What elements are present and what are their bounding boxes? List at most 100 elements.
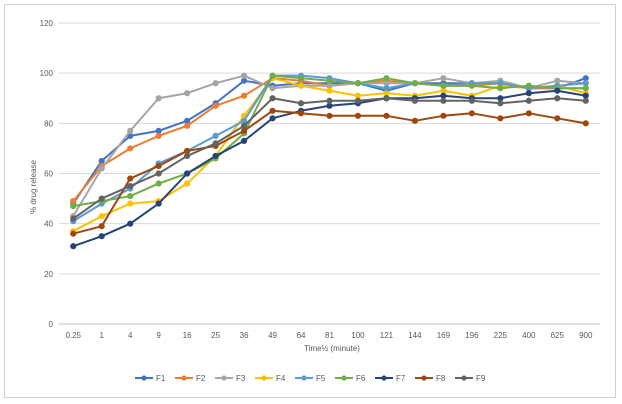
data-point-f8 xyxy=(468,110,475,117)
data-point-f7 xyxy=(127,220,134,227)
legend-item-f9: F9 xyxy=(455,374,486,383)
data-point-f3 xyxy=(269,85,276,92)
data-point-f7 xyxy=(269,115,276,122)
x-tick-label: 81 xyxy=(325,331,334,340)
data-point-f8 xyxy=(497,115,504,122)
data-point-f6 xyxy=(127,192,134,200)
legend-marker-f9 xyxy=(461,375,467,381)
data-point-f6 xyxy=(326,77,333,84)
data-point-f6 xyxy=(383,75,390,82)
data-point-f6 xyxy=(354,80,362,87)
data-point-f4 xyxy=(326,87,333,94)
data-point-f5 xyxy=(497,80,504,87)
data-point-f4 xyxy=(184,180,191,187)
data-point-f9 xyxy=(212,140,219,147)
legend-label-f9: F9 xyxy=(476,374,486,383)
legend-item-f4: F4 xyxy=(255,374,286,383)
x-tick-label: 121 xyxy=(380,331,394,340)
data-point-f9 xyxy=(525,97,532,104)
data-point-f5 xyxy=(582,80,589,87)
y-tick-label: 0 xyxy=(49,320,54,329)
data-point-f7 xyxy=(554,87,561,94)
x-tick-label: 0.25 xyxy=(65,331,81,340)
series-lines xyxy=(70,72,589,250)
data-point-f9 xyxy=(582,97,589,104)
data-point-f8 xyxy=(269,107,276,114)
data-point-f4 xyxy=(354,92,362,99)
data-point-f2 xyxy=(240,92,248,99)
legend-marker-f6 xyxy=(341,375,347,381)
data-point-f3 xyxy=(212,80,219,87)
data-point-f7 xyxy=(497,95,504,102)
x-tick-label: 49 xyxy=(268,331,277,340)
data-point-f6 xyxy=(297,75,305,82)
data-point-f5 xyxy=(212,132,219,139)
legend-label-f5: F5 xyxy=(316,374,326,383)
data-point-f5 xyxy=(383,85,390,92)
data-point-f9 xyxy=(554,95,561,102)
data-point-f8 xyxy=(70,230,77,237)
data-point-f3 xyxy=(155,95,162,102)
x-tick-label: 169 xyxy=(437,331,451,340)
data-point-f8 xyxy=(354,112,362,119)
x-tick-label: 625 xyxy=(551,331,565,340)
data-point-f8 xyxy=(440,112,447,119)
legend-item-f2: F2 xyxy=(175,374,206,383)
data-point-f3 xyxy=(127,127,134,134)
legend-label-f8: F8 xyxy=(436,374,446,383)
x-tick-label: 196 xyxy=(465,331,479,340)
y-tick-label: 80 xyxy=(44,119,53,128)
data-point-f2 xyxy=(155,132,162,139)
y-tick-label: 20 xyxy=(44,270,53,279)
data-point-f6 xyxy=(582,85,589,92)
chart-frame: 0 20 40 60 80 100 120 0.25 1 4 9 16 25 36 49 64 81 100 121… xyxy=(4,4,616,398)
data-point-f2 xyxy=(184,122,191,129)
data-point-f9 xyxy=(269,95,276,102)
data-point-f6 xyxy=(468,82,475,89)
data-point-f8 xyxy=(240,127,248,134)
data-point-f3 xyxy=(440,75,447,82)
x-tick-label: 16 xyxy=(183,331,192,340)
data-point-f6 xyxy=(497,85,504,92)
x-tick-label: 144 xyxy=(408,331,422,340)
data-point-f9 xyxy=(497,100,504,107)
data-point-f7 xyxy=(155,200,162,207)
y-tick-label: 60 xyxy=(44,170,53,179)
y-tick-label: 100 xyxy=(40,69,54,78)
data-point-f1 xyxy=(582,75,589,82)
data-point-f1 xyxy=(240,77,248,84)
x-axis-label: Time½ (minute) xyxy=(304,344,360,353)
legend-label-f6: F6 xyxy=(356,374,366,383)
x-tick-label: 36 xyxy=(240,331,249,340)
data-point-f3 xyxy=(326,82,333,89)
data-point-f6 xyxy=(70,203,77,210)
data-point-f4 xyxy=(297,82,305,89)
data-point-f8 xyxy=(525,110,532,117)
data-point-f7 xyxy=(212,152,219,160)
legend-label-f3: F3 xyxy=(236,374,246,383)
data-point-f4 xyxy=(98,213,105,220)
legend-marker-f3 xyxy=(221,375,227,381)
x-tick-label: 400 xyxy=(522,331,536,340)
legend-item-f3: F3 xyxy=(215,374,246,383)
data-point-f3 xyxy=(184,90,191,97)
data-point-f8 xyxy=(582,120,589,127)
x-tick-label: 225 xyxy=(494,331,508,340)
data-point-f1 xyxy=(98,157,105,165)
legend-label-f7: F7 xyxy=(396,374,406,383)
data-point-f9 xyxy=(184,152,191,160)
data-point-f8 xyxy=(184,147,191,155)
data-point-f6 xyxy=(411,80,419,87)
x-tick-label: 900 xyxy=(579,331,593,340)
data-point-f7 xyxy=(240,137,248,144)
data-point-f4 xyxy=(440,87,447,94)
data-point-f2 xyxy=(127,145,134,152)
y-tick-label: 120 xyxy=(40,19,54,28)
data-point-f8 xyxy=(155,162,162,170)
data-point-f5 xyxy=(240,117,248,124)
data-point-f7 xyxy=(525,90,532,97)
data-point-f6 xyxy=(155,180,162,187)
data-point-f9 xyxy=(70,215,77,222)
